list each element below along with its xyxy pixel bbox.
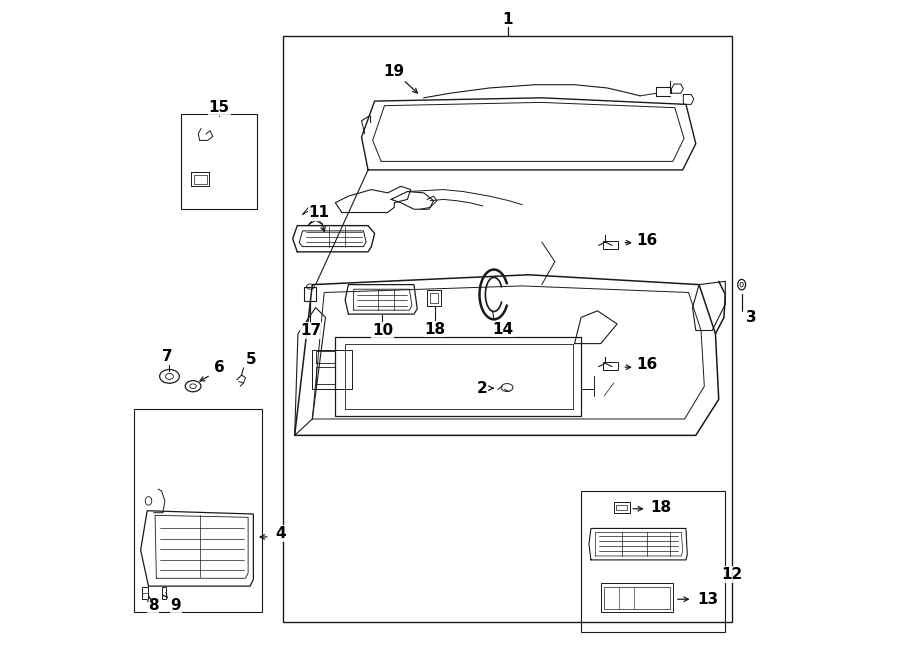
Bar [604,587,670,609]
Text: 15: 15 [209,100,230,115]
Bar [134,409,262,612]
Bar [603,362,618,369]
Bar [430,293,438,303]
Bar [142,588,148,600]
Bar [304,287,316,301]
Text: 18: 18 [651,500,671,515]
Text: 17: 17 [301,323,321,338]
Text: 13: 13 [697,592,718,607]
Bar [191,172,210,186]
Bar [428,290,442,306]
Text: 12: 12 [721,567,742,582]
Text: 16: 16 [636,357,657,372]
Text: 18: 18 [425,322,446,336]
Bar [603,241,618,249]
Text: 9: 9 [171,598,181,613]
Text: 1: 1 [502,12,513,26]
Bar [601,583,673,612]
Text: 4: 4 [275,526,286,541]
Text: 19: 19 [383,64,418,93]
Text: 6: 6 [214,360,225,375]
Bar [581,491,725,632]
Text: 5: 5 [246,352,256,368]
Text: 16: 16 [636,233,657,248]
Text: 14: 14 [492,322,513,336]
Text: 10: 10 [372,323,393,338]
Bar [614,502,630,513]
Text: 3: 3 [746,310,757,325]
Bar [162,588,166,600]
Bar [283,36,732,622]
Bar [181,114,256,210]
Bar [194,175,207,184]
Bar [616,505,627,510]
Text: 7: 7 [161,349,172,364]
Text: 11: 11 [309,205,329,231]
Text: 2: 2 [477,381,488,396]
Text: 8: 8 [148,598,158,613]
